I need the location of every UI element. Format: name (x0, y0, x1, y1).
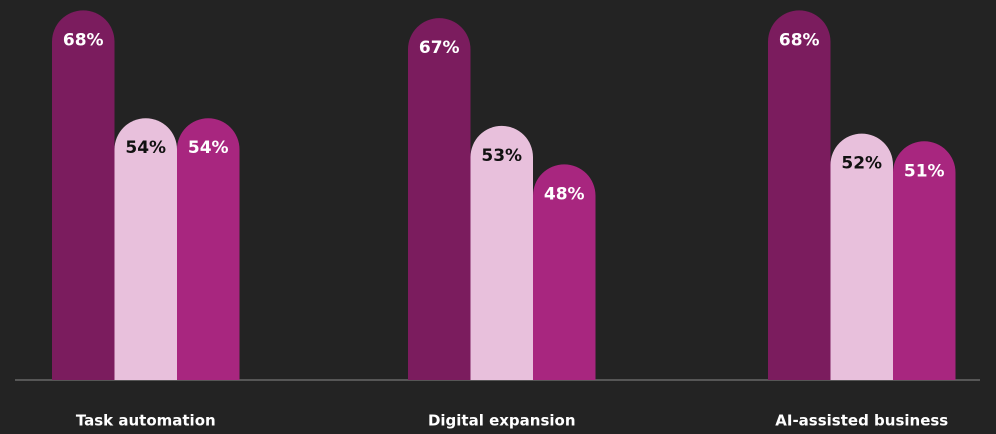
bar (893, 141, 956, 380)
bar (177, 118, 240, 380)
value-label: 54% (125, 138, 166, 158)
value-label: 51% (904, 161, 945, 181)
x-tick-label: AI-assisted business (775, 412, 948, 430)
bar (408, 18, 471, 380)
bar (470, 125, 533, 381)
x-tick-label: Task automation (76, 412, 216, 430)
value-label: 54% (188, 138, 229, 158)
bar (114, 118, 177, 380)
value-label: 52% (841, 154, 882, 174)
value-label: 68% (63, 30, 104, 50)
bar (830, 133, 893, 380)
bar (533, 164, 596, 380)
value-label: 53% (481, 146, 522, 166)
value-label: 67% (419, 38, 460, 58)
bar (768, 10, 831, 381)
bar (52, 10, 115, 381)
x-tick-label: Digital expansion (428, 412, 576, 430)
value-label: 48% (544, 184, 585, 204)
value-label: 68% (779, 30, 820, 50)
